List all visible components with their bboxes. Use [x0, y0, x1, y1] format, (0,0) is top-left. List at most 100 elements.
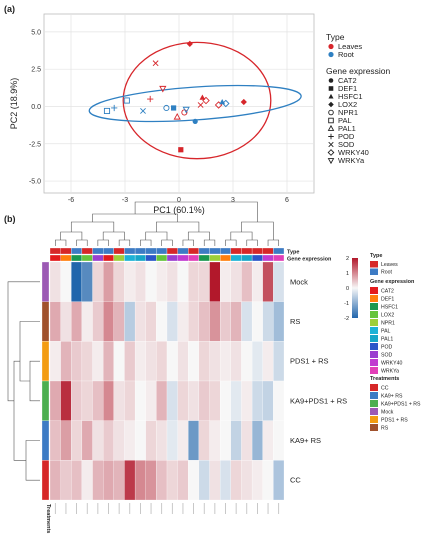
heatmap-cell	[251, 380, 263, 421]
heatmap-cell	[49, 261, 61, 302]
heatmap-cell	[92, 301, 104, 342]
heatmap-cell	[198, 460, 210, 501]
treatments-legend-swatch	[370, 424, 378, 431]
legend-gene-marker-hsfc1	[328, 93, 334, 99]
column-type-annotation	[166, 247, 178, 255]
column-type-annotation	[145, 247, 157, 255]
column-gene-annotation	[220, 254, 231, 262]
legend-gene-marker-sod	[328, 141, 334, 148]
heatmap-cell	[81, 460, 93, 501]
heatmap-cell	[49, 341, 61, 382]
heatmap-cell	[188, 341, 200, 382]
heatmap-cell	[230, 261, 242, 302]
heatmap-cell	[188, 460, 200, 501]
column-gene-annotation	[134, 254, 146, 262]
type-legend-swatch	[370, 268, 378, 275]
gene-legend-label: WRKYa	[381, 369, 399, 375]
gene-legend-swatch	[370, 351, 378, 358]
column-type-annotation	[81, 247, 93, 255]
column-gene-annotation	[166, 254, 178, 262]
heatmap-cell	[241, 380, 253, 421]
heatmap-cell	[230, 460, 242, 501]
heatmap-cell	[60, 380, 72, 421]
x-tick-label: 3	[231, 197, 235, 204]
treatments-legend-label: KA9+ RS	[381, 394, 403, 400]
treatments-legend-swatch	[370, 400, 378, 407]
point-hsfc1-leaves	[199, 94, 206, 100]
heatmap-cell	[134, 301, 146, 342]
heatmap-cell	[145, 341, 157, 382]
gene-legend-label: PAL1	[381, 337, 393, 343]
heatmap-cell	[92, 460, 104, 501]
heatmap-cell	[262, 261, 274, 302]
treatments-legend-swatch	[370, 392, 378, 399]
heatmap-cell	[134, 420, 146, 461]
heatmap-cell	[60, 460, 72, 501]
heatmap-cell	[71, 420, 83, 461]
heatmap-cell	[81, 341, 93, 382]
point-sod-leaves	[152, 60, 159, 67]
y-axis-label: PC2 (18.9%)	[9, 78, 19, 130]
heatmap-cell	[145, 420, 157, 461]
color-scale-tick: 2	[346, 256, 349, 262]
heatmap-cell	[49, 420, 61, 461]
y-tick-label: 2.5	[31, 67, 41, 74]
heatmap-cell	[251, 460, 263, 501]
treatments-legend-label: Mock	[381, 410, 394, 416]
treatments-legend-swatch	[370, 408, 378, 415]
heatmap-cell	[230, 420, 242, 461]
legend-type-swatch-root	[328, 51, 334, 58]
column-gene-annotation	[156, 254, 168, 262]
heatmap-cell	[49, 301, 61, 342]
heatmap-cell	[71, 301, 83, 342]
heatmap-cell	[273, 420, 285, 461]
heatmap-cell	[124, 460, 136, 501]
heatmap-cell	[188, 380, 200, 421]
heatmap-cell	[124, 420, 136, 461]
color-scale-bar	[352, 258, 358, 318]
column-gene-annotation	[113, 254, 125, 262]
heatmap-cell	[177, 341, 189, 382]
heatmap-cell	[92, 380, 104, 421]
heatmap-cell	[230, 341, 242, 382]
heatmap-cell	[49, 380, 61, 421]
heatmap-cell	[166, 341, 178, 382]
y-tick-label: -2.5	[29, 141, 41, 148]
row-dendrogram	[7, 281, 40, 481]
point-pal1-leaves	[173, 113, 181, 120]
gene-legend-label: PAL	[381, 329, 391, 335]
row-treatment-annotation	[41, 460, 50, 501]
gene-legend-swatch	[370, 335, 378, 342]
legend-gene-label-cat2: CAT2	[338, 76, 357, 85]
gene-legend-swatch	[370, 343, 378, 350]
heatmap-cell	[198, 301, 210, 342]
legend-gene-label-wrkya: WRKYa	[338, 156, 365, 165]
column-gene-annotation	[273, 254, 285, 262]
heatmap-cell	[124, 380, 136, 421]
heatmap-cell	[103, 261, 114, 302]
heatmap-cell	[273, 341, 285, 382]
point-def1-root	[171, 105, 177, 111]
point-pal-root	[103, 107, 111, 115]
heatmap-cell	[103, 420, 114, 461]
heatmap-cell	[241, 341, 253, 382]
column-gene-annotation	[92, 254, 104, 262]
heatmap-cell	[273, 261, 285, 302]
column-gene-annotation	[124, 254, 136, 262]
heatmap-cell	[103, 380, 114, 421]
heatmap-cell	[220, 420, 231, 461]
legend-gene-marker-wrky40	[327, 149, 335, 156]
column-gene-annotation	[262, 254, 274, 262]
heatmap-cell	[241, 420, 253, 461]
heatmap-cell	[156, 261, 168, 302]
point-wrky40-leaves	[202, 96, 210, 105]
row-treatment-annotation	[41, 301, 50, 342]
treatments-legend-swatch	[370, 416, 378, 423]
heatmap-cell	[220, 460, 231, 501]
color-scale-tick: -1	[344, 301, 349, 307]
column-type-annotation	[124, 247, 136, 255]
gene-legend-label: POD	[381, 345, 392, 351]
heatmap-cell	[251, 420, 263, 461]
point-wrkya-root	[182, 106, 190, 114]
